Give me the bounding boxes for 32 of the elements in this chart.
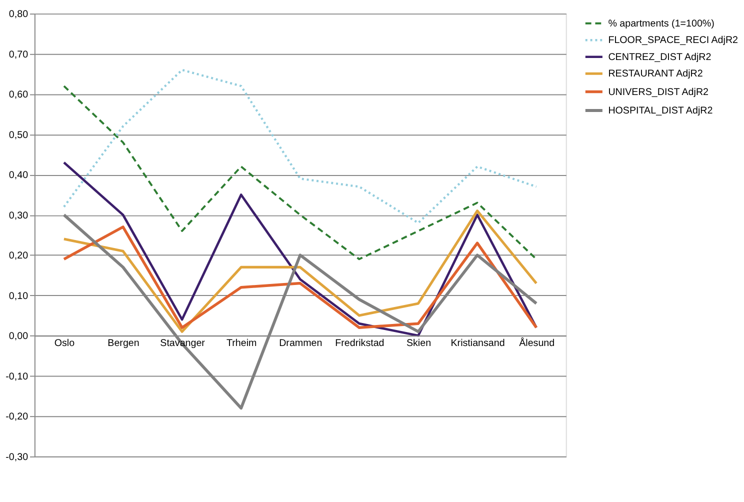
line-series [62,210,538,333]
y-tick-label: 0,40 [8,170,29,182]
x-tick-label: Trheim [226,338,257,349]
x-tick-label: Kristiansand [450,338,505,349]
y-tick-label: 0,00 [8,331,29,342]
y-tick-label: 0,30 [8,210,29,222]
legend-label: CENTREZ_DIST AdjR2 [608,52,712,63]
y-tick-label: -0,10 [6,371,29,382]
line-series [62,161,538,337]
y-tick-label: 0,80 [8,9,29,20]
y-tick-label: 0,60 [8,90,29,101]
y-tick-label: 0,70 [8,49,29,60]
line-series [62,68,538,224]
y-tick-label: 0,50 [8,130,29,141]
line-series [62,226,538,329]
x-tick-label: Fredrikstad [335,338,384,349]
x-tick-label: Skien [406,338,432,349]
x-tick-label: Oslo [54,338,76,349]
y-tick-label: -0,30 [6,452,29,463]
legend-label: RESTAURANT AdjR2 [608,68,703,80]
x-tick-label: Drammen [279,338,322,349]
x-tick-label: Ålesund [519,336,555,349]
legend-label: HOSPITAL_DIST AdjR2 [608,105,713,116]
line-series [62,85,538,260]
legend-label: UNIVERS_DIST AdjR2 [608,86,709,98]
legend-label: FLOOR_SPACE_RECI AdjR2 [608,35,738,46]
legend-label: % apartments (1=100%) [608,18,714,30]
y-tick-label: 0,20 [8,250,29,262]
x-tick-label: Bergen [108,338,140,349]
x-tick-label: Stavanger [160,338,206,349]
y-tick-label: -0,20 [6,412,29,423]
y-tick-label: 0,10 [8,290,29,302]
